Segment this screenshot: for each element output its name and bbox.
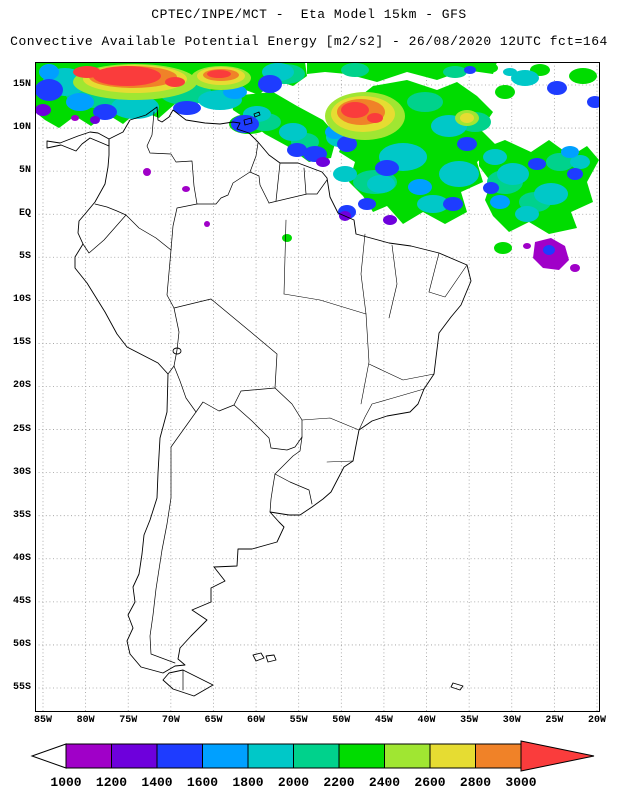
colorbar-label: 2200 xyxy=(323,775,354,790)
colorbar-label: 2600 xyxy=(414,775,445,790)
colorbar-label: 2000 xyxy=(278,775,309,790)
lat-tick-label: 50S xyxy=(12,638,31,650)
colorbar-cell xyxy=(384,743,431,769)
colorbar-label: 1000 xyxy=(50,775,81,790)
plot-title-line1: CPTEC/INPE/MCT - Eta Model 15km - GFS xyxy=(151,7,467,22)
tobago-island xyxy=(253,111,261,118)
coastlines xyxy=(46,106,472,697)
colorbar-label: 2400 xyxy=(369,775,400,790)
lon-tick-label: 55W xyxy=(289,715,308,726)
colorbar-label: 1400 xyxy=(141,775,172,790)
lat-tick-label: 10S xyxy=(12,294,31,306)
lon-tick-label: 65W xyxy=(204,715,223,726)
colorbar-cell xyxy=(156,743,203,769)
lat-tick-label: 15S xyxy=(12,337,31,349)
tierra-del-fuego xyxy=(162,669,214,697)
colorbar-cell xyxy=(475,743,522,769)
south-georgia xyxy=(450,682,464,691)
lat-tick-label: 20S xyxy=(12,380,31,392)
lat-tick-label: 55S xyxy=(12,681,31,693)
cape-level-3000 xyxy=(73,66,383,123)
longitude-axis: 85W 80W 75W 70W 65W 60W 55W 50W 45W 40W 35W 30W 25W 2… xyxy=(34,712,606,732)
colorbar: 1000 1200 1400 1600 1800 2000 2200 2400 2600 2800… xyxy=(30,740,595,790)
colorbar-cell xyxy=(429,743,476,769)
lon-tick-label: 20W xyxy=(587,715,606,726)
lon-tick-label: 45W xyxy=(374,715,393,726)
colorbar-label: 1600 xyxy=(187,775,218,790)
colorbar-cell xyxy=(111,743,158,769)
map-canvas xyxy=(35,62,600,712)
cape-level-1400-inner xyxy=(543,245,555,255)
colorbar-over-arrow xyxy=(520,740,595,772)
map-frame xyxy=(35,62,600,712)
trinidad-island xyxy=(243,117,253,126)
lon-tick-label: 85W xyxy=(33,715,52,726)
cape-shaded-field xyxy=(36,63,599,272)
colorbar-cell xyxy=(202,743,249,769)
colorbar-label: 2800 xyxy=(460,775,491,790)
lat-tick-label: 45S xyxy=(12,595,31,607)
colorbar-label: 1800 xyxy=(232,775,263,790)
lat-tick-label: 30S xyxy=(12,466,31,478)
lat-tick-label: 40S xyxy=(12,552,31,564)
colorbar-cell xyxy=(247,743,294,769)
plot-title-line2: Convective Available Potential Energy [m… xyxy=(10,34,608,49)
colorbar-label: 1200 xyxy=(96,775,127,790)
lat-tick-label: 15N xyxy=(12,79,31,90)
cape-level-1200 xyxy=(36,104,397,225)
lat-tick-label: 10N xyxy=(12,122,31,134)
lon-tick-label: 35W xyxy=(460,715,479,726)
lon-tick-label: 60W xyxy=(247,715,266,726)
lon-tick-label: 75W xyxy=(119,715,138,726)
cape-level-1800 xyxy=(43,63,590,222)
colorbar-under-arrow xyxy=(30,743,67,769)
lat-tick-label: 25S xyxy=(12,423,31,435)
colorbar-cell xyxy=(293,743,340,769)
lat-tick-label: 5N xyxy=(18,165,31,177)
country-borders xyxy=(82,111,328,691)
lon-tick-label: 25W xyxy=(545,715,564,726)
lat-tick-label: 5S xyxy=(18,251,31,263)
lon-tick-label: 70W xyxy=(161,715,180,726)
panama-coastline xyxy=(46,131,110,152)
lon-tick-label: 40W xyxy=(417,715,436,726)
lat-tick-label: EQ xyxy=(18,208,31,220)
colorbar-label: 3000 xyxy=(505,775,536,790)
falkland-west xyxy=(252,652,265,662)
lon-tick-label: 80W xyxy=(76,715,95,726)
colorbar-cell xyxy=(65,743,112,769)
lon-tick-label: 50W xyxy=(332,715,351,726)
colorbar-cell xyxy=(338,743,385,769)
lat-tick-label: 35S xyxy=(12,509,31,521)
latitude-axis: 15N 10N 5N EQ 5S 10S 15S 20S 25S 30S 35S 40S 45S 50S 5… xyxy=(0,62,33,712)
state-borders xyxy=(283,219,468,463)
south-america-coastline xyxy=(74,106,472,674)
lon-tick-label: 30W xyxy=(502,715,521,726)
falkland-east xyxy=(265,654,277,663)
